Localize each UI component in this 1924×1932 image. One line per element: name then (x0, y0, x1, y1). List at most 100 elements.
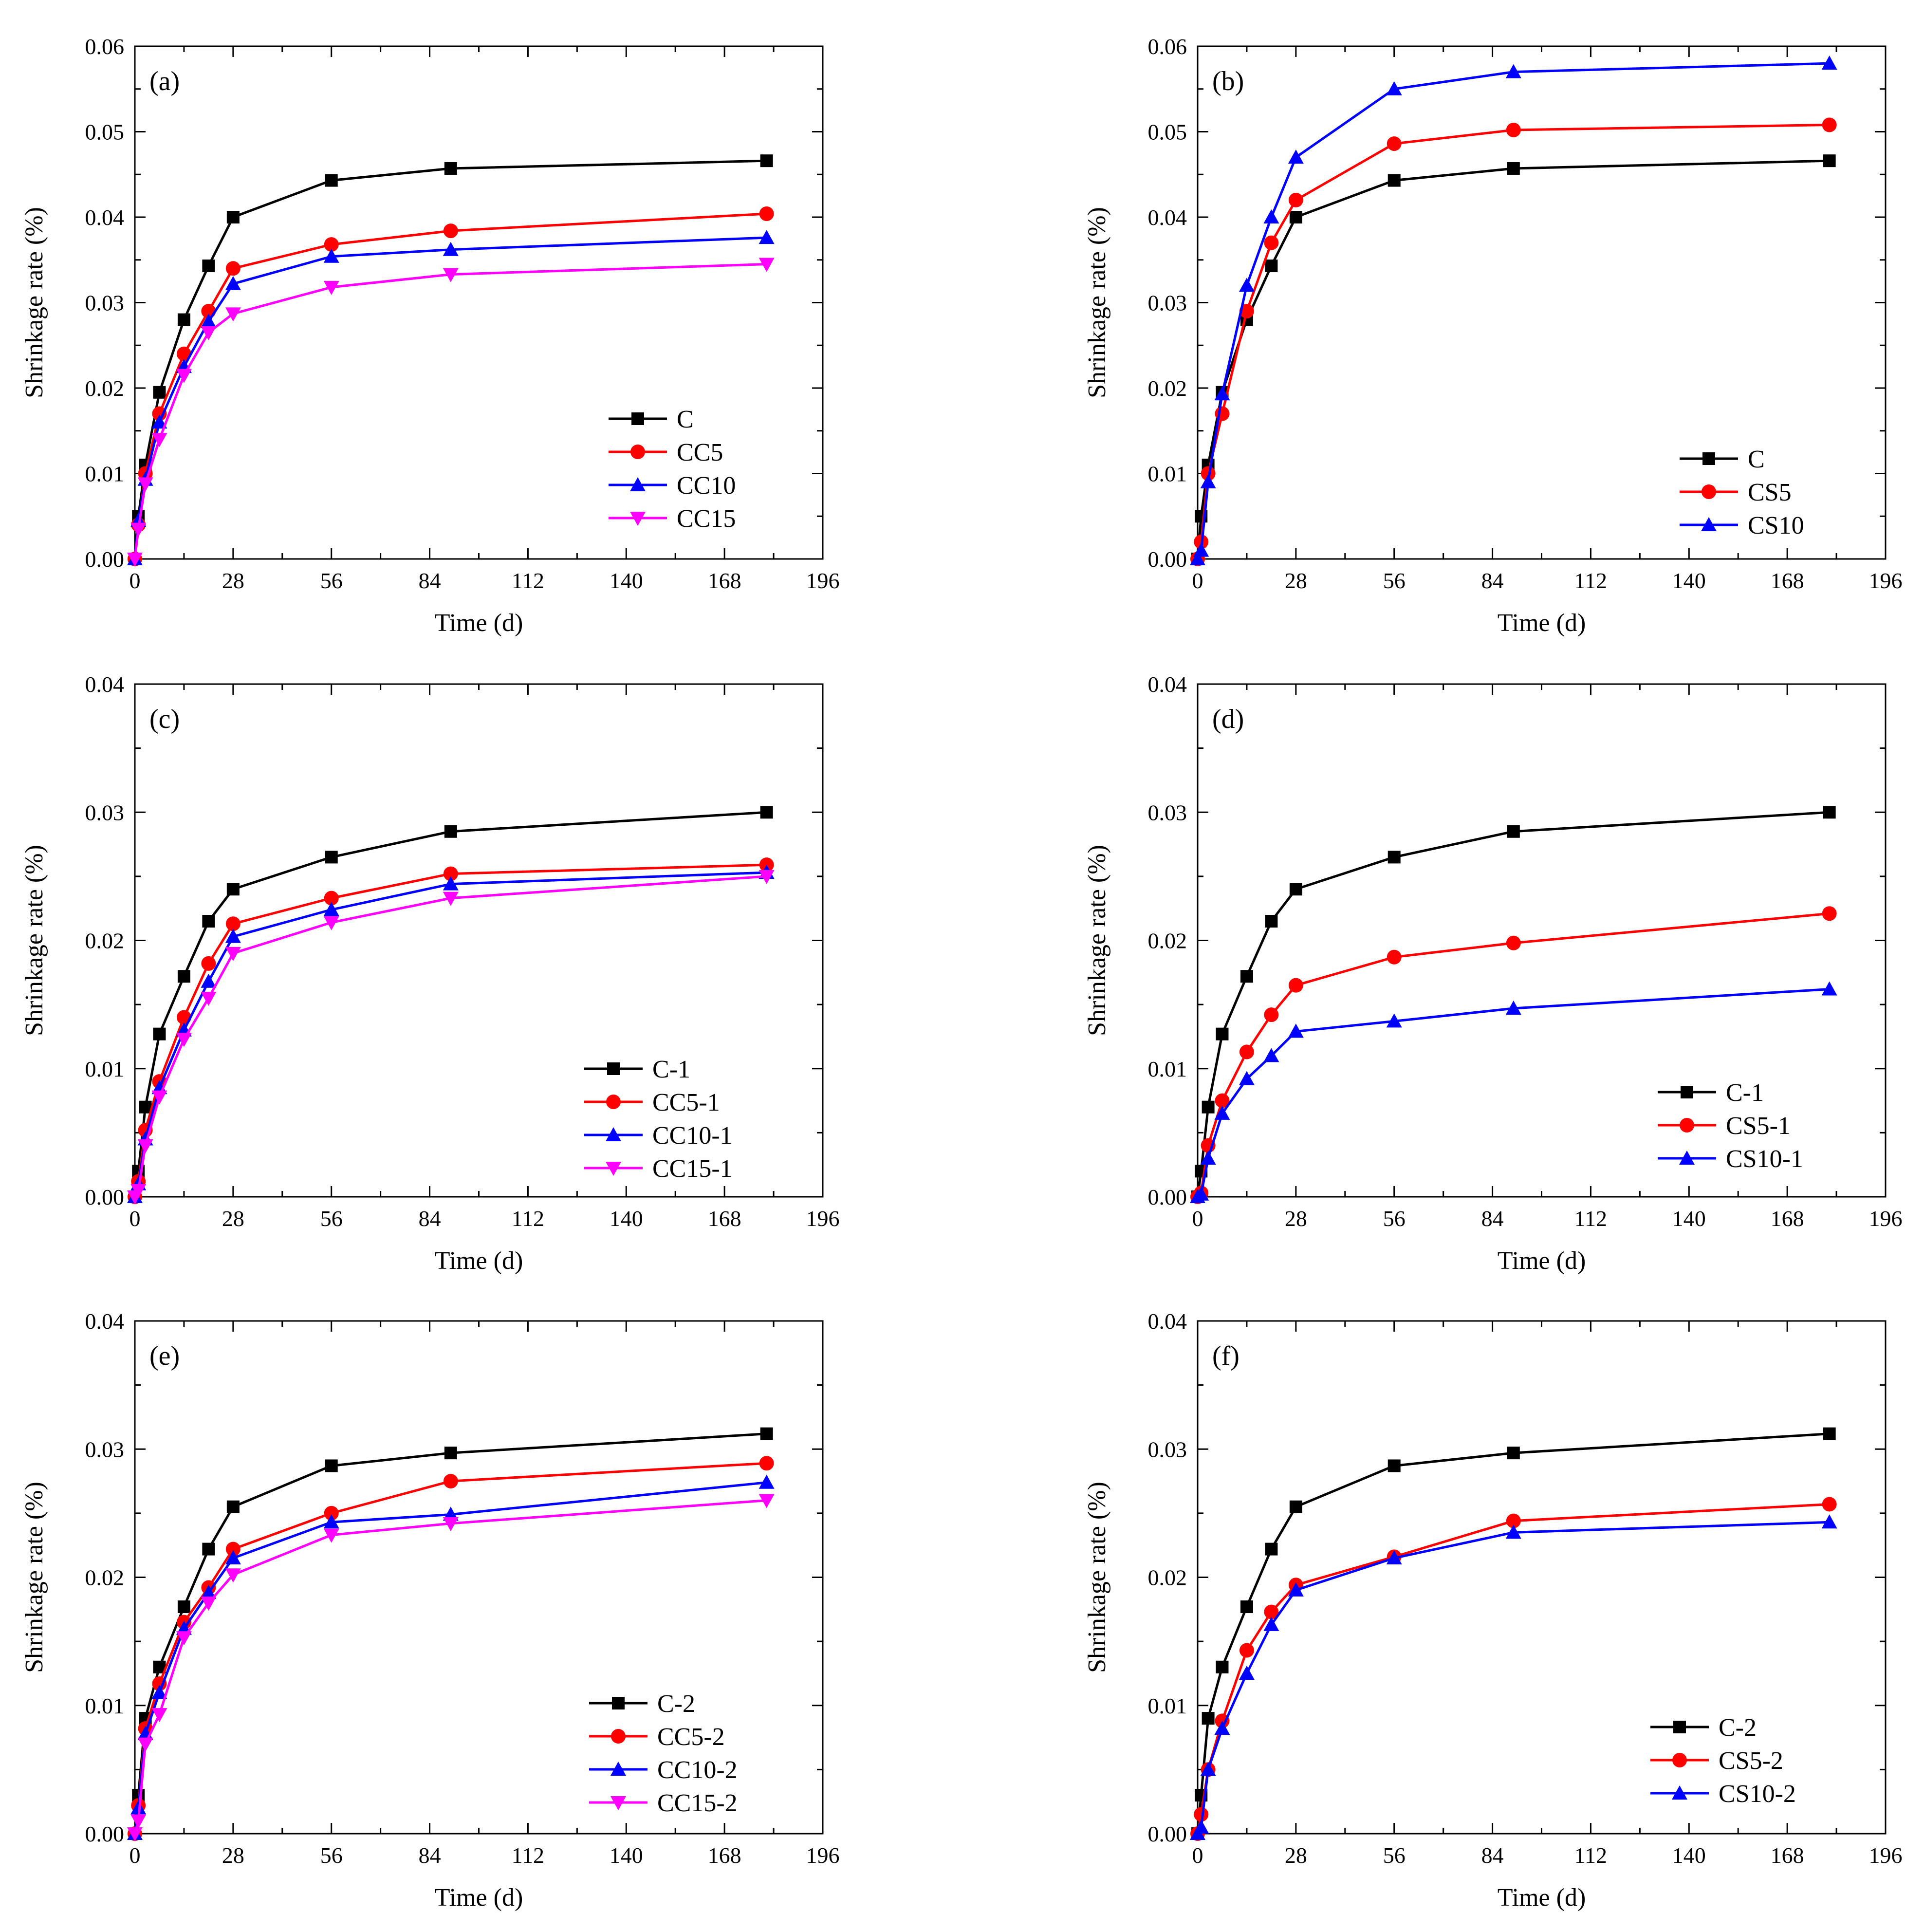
series-c-2-point (1507, 1447, 1520, 1460)
legend-label-cc10-2: CC10-2 (657, 1756, 738, 1784)
y-tick-label: 0.05 (1148, 120, 1187, 145)
legend-label-cc10-1: CC10-1 (652, 1122, 733, 1150)
series-cc15-point (225, 307, 241, 322)
x-tick-label: 140 (1672, 1206, 1706, 1231)
series-c-2-point (1823, 1427, 1836, 1440)
x-tick-label: 28 (222, 568, 244, 593)
series-cc15-1-point (443, 892, 459, 906)
y-axis-title: Shrinkage rate (%) (1083, 207, 1111, 398)
x-tick-label: 84 (1481, 1843, 1504, 1868)
y-tick-label: 0.00 (1148, 1821, 1187, 1846)
x-axis-title: Time (d) (435, 1247, 523, 1275)
y-tick-label: 0.03 (85, 1437, 125, 1462)
panel-f: 0 28 56 84 112 140 168 196 0.00 0.01 0.02 0.03 0.04 T… (1083, 1309, 1903, 1912)
y-tick-label: 0.03 (85, 800, 125, 825)
x-tick-label: 84 (1481, 568, 1504, 593)
x-tick-label: 28 (1285, 568, 1307, 593)
legend-cc15-1-point (606, 1162, 621, 1176)
y-tick-label: 0.04 (1148, 205, 1187, 230)
series-cc10-1 (127, 864, 775, 1203)
legend: C CS5 CS10 (1680, 446, 1804, 539)
y-axis-title: Shrinkage rate (%) (20, 1482, 48, 1673)
series-c-1-point (177, 970, 190, 983)
legend-label-cs5: CS5 (1748, 479, 1792, 506)
legend-label-cc5-1: CC5-1 (652, 1089, 720, 1116)
y-tick-label: 0.00 (1148, 547, 1187, 572)
y-tick-label: 0.03 (85, 291, 125, 316)
legend-c-2-point (1673, 1721, 1686, 1733)
legend-c-2-point (612, 1697, 625, 1709)
series-cc15-point (443, 268, 459, 282)
y-axis-title: Shrinkage rate (%) (1083, 845, 1111, 1036)
series-line-c-2 (1196, 1432, 1830, 1834)
panel-b: 0 28 56 84 112 140 168 196 0.00 0.01 0.02 0.03 0.04 0… (1083, 34, 1903, 637)
series-c-point (444, 162, 457, 175)
series-cc15-point (176, 369, 192, 383)
series-cc5-point (443, 223, 458, 239)
y-tick-label: 0.02 (85, 1565, 125, 1590)
legend-cc15-2-point (610, 1796, 626, 1810)
y-tick-label: 0.03 (1148, 800, 1187, 825)
series-cc5-1-point (443, 866, 458, 881)
x-tick-label: 0 (1192, 1206, 1203, 1231)
series-cs10-2-point (1263, 1616, 1279, 1631)
series-c-2-point (1289, 1500, 1302, 1513)
series-c-point (760, 154, 773, 167)
series-cs10 (1190, 56, 1837, 565)
x-tick-label: 140 (610, 568, 643, 593)
series-cs10-point (1190, 551, 1205, 565)
series-cc5-point (225, 261, 240, 276)
series-cs10-2-point (1239, 1665, 1255, 1680)
series-cs10-2-point (1505, 1524, 1521, 1539)
series-cs10-2-point (1821, 1514, 1837, 1529)
series-cs10-1-point (1821, 981, 1837, 996)
series-line-cc15-1 (133, 875, 767, 1198)
y-tick-label: 0.02 (1148, 376, 1187, 401)
series-cc15-1-point (176, 1033, 192, 1047)
series-line-cs10-2 (1196, 1521, 1830, 1835)
series-c-2-point (1265, 1542, 1278, 1556)
series-c-2-point (1388, 1459, 1401, 1472)
series-c-2-point (1240, 1600, 1253, 1614)
series-cc5-point (324, 237, 339, 252)
legend-label-cc10: CC10 (677, 472, 736, 500)
legend-cc5-2-point (611, 1729, 626, 1744)
y-tick-label: 0.01 (85, 1057, 125, 1081)
legend-cc5-point (630, 445, 645, 459)
series-c-1-point (325, 851, 338, 864)
panel-label: (c) (149, 704, 180, 734)
series-cs10-1-point (1214, 1105, 1230, 1120)
legend: C CC5 CC10 CC15 (609, 406, 736, 533)
series-c-2 (1191, 1427, 1836, 1840)
series-cs10-point (1288, 149, 1304, 164)
y-tick-label: 0.02 (1148, 929, 1187, 953)
series-cc10-2-point (758, 1474, 775, 1489)
legend-label-cc5-2: CC5-2 (657, 1723, 725, 1751)
series-cc10-2-point (225, 1550, 241, 1565)
legend-label-c-2: C-2 (657, 1690, 695, 1718)
x-tick-label: 56 (1383, 1206, 1406, 1231)
series-cs10-2-point (1193, 1819, 1209, 1834)
series-c-1-point (1289, 883, 1302, 896)
legend-cs10-2-point (1672, 1785, 1687, 1800)
x-tick-label: 0 (1192, 1843, 1203, 1868)
series-cc15-1-point (323, 916, 339, 930)
series-c-1-point (202, 915, 215, 928)
panel-label: (b) (1212, 66, 1244, 96)
series-cs10-point (1386, 81, 1402, 95)
series-cc15-point (151, 433, 167, 447)
series-cc10-1-point (443, 876, 459, 891)
y-tick-label: 0.00 (85, 547, 125, 572)
series-cc5-1-point (225, 916, 240, 931)
x-tick-label: 112 (1574, 1843, 1607, 1868)
y-tick-label: 0.02 (85, 376, 125, 401)
x-tick-label: 0 (1192, 568, 1203, 593)
series-cs5-1-point (1215, 1093, 1230, 1108)
series-c-1-point (1202, 1100, 1215, 1114)
series-cc15-1-point (137, 1139, 153, 1153)
x-tick-label: 112 (1574, 568, 1607, 593)
panel-label: (e) (149, 1341, 180, 1371)
series-cs5-1-point (1822, 906, 1837, 921)
x-tick-label: 56 (1383, 1843, 1406, 1868)
series-c-2-point (202, 1542, 215, 1556)
